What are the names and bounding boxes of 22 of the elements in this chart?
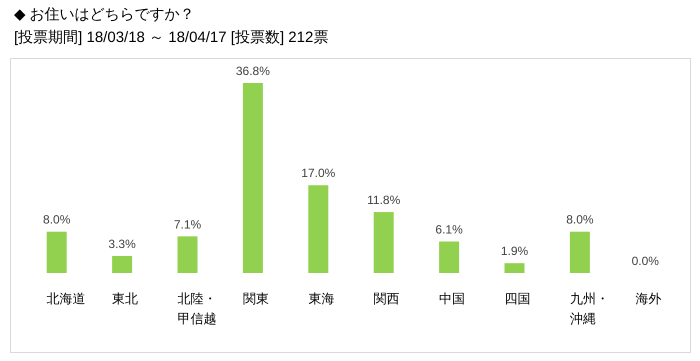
subtitle: [投票期間] 18/03/18 ～ 18/04/17 [投票数] 212票: [14, 29, 328, 46]
title: ◆ お住いはどちらですか？: [14, 6, 195, 23]
data-label: 8.0%: [566, 212, 594, 227]
data-label: 0.0%: [632, 254, 660, 268]
x-tick-label: 東北: [112, 291, 138, 306]
x-tick-label: 九州・沖縄: [570, 291, 609, 326]
data-label: 11.8%: [367, 193, 401, 208]
data-label: 8.0%: [43, 212, 71, 227]
x-tick-label: 北陸・甲信越: [178, 291, 216, 326]
data-label: 7.1%: [174, 217, 202, 232]
x-tick-label: 海外: [635, 291, 662, 306]
x-tick-label: 四国: [504, 291, 530, 306]
data-label: 36.8%: [236, 64, 270, 78]
data-label: 6.1%: [435, 222, 464, 237]
data-label: 17.0%: [301, 166, 336, 180]
x-tick-label: 関東: [242, 291, 269, 306]
x-tick-label: 東海: [308, 291, 334, 306]
data-label: 1.9%: [500, 244, 528, 258]
data-label: 3.3%: [108, 236, 136, 251]
x-tick-label: 中国: [439, 291, 466, 306]
x-tick-label: 関西: [374, 291, 400, 306]
x-tick-label: 北海道: [46, 291, 86, 306]
